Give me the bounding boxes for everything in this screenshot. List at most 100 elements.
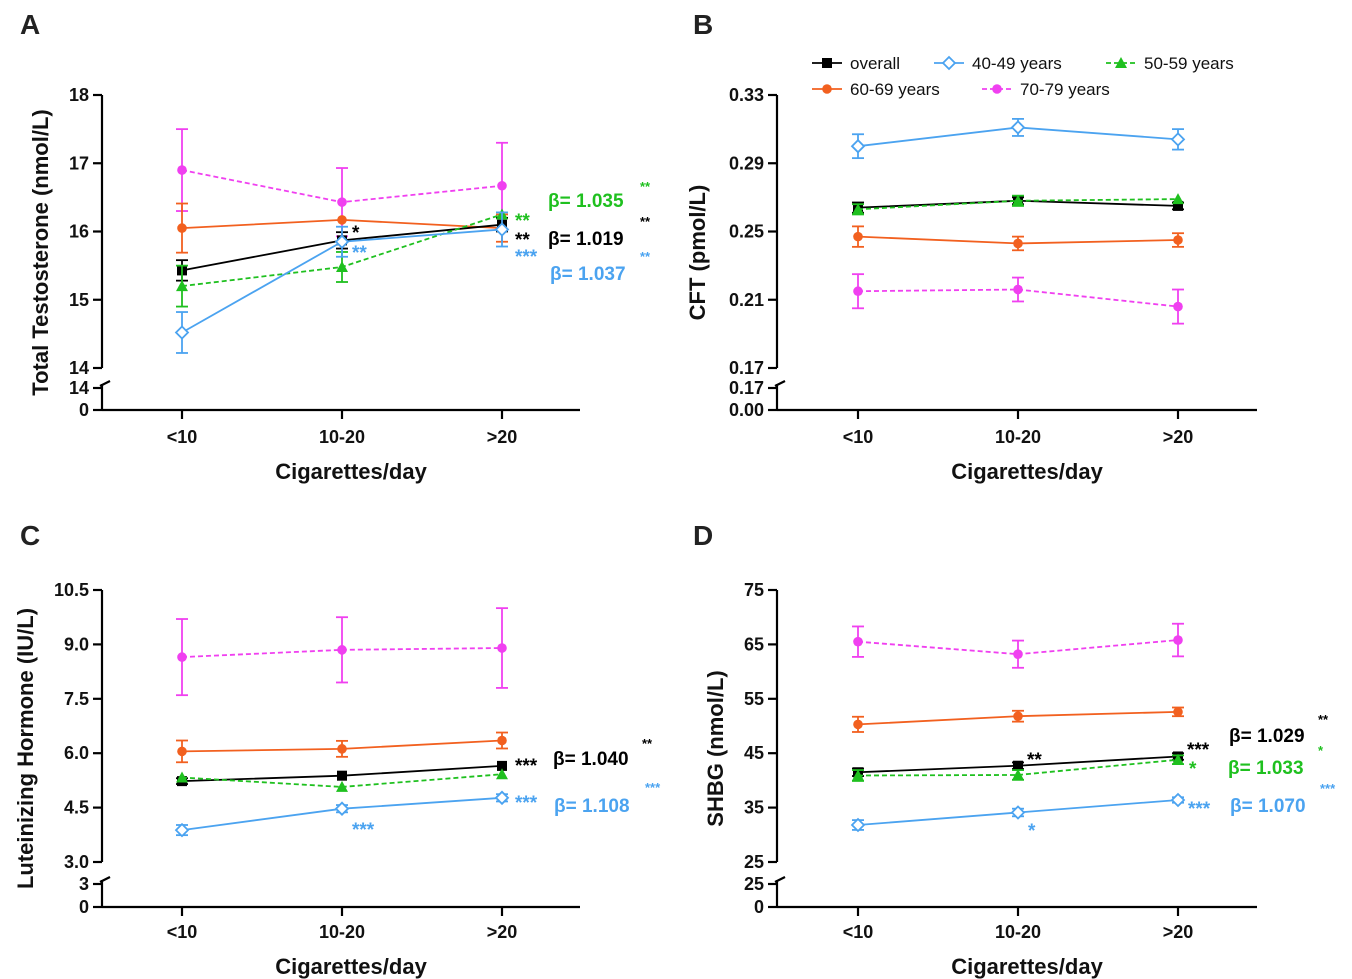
significance-stars: ** — [515, 211, 530, 232]
beta-label: β= 1.037 — [550, 264, 626, 285]
series-age_70_79 — [852, 273, 1184, 325]
data-point — [177, 223, 187, 233]
y-tick-label: 9.0 — [64, 634, 89, 654]
data-point — [853, 719, 863, 730]
series-age_40_49 — [850, 792, 1186, 833]
legend: overall 40-49 years 50-59 years 60-69 years… — [812, 54, 1234, 99]
series-age_40_49 — [174, 790, 510, 838]
data-point — [494, 222, 510, 237]
data-point — [1173, 707, 1183, 717]
y-tick-label: 0.17 — [729, 358, 764, 378]
axes — [774, 590, 1257, 909]
axis-break-mark — [774, 380, 786, 387]
significance-stars: * — [1189, 759, 1197, 780]
legend-item-age_70_79: 70-79 years — [982, 80, 1110, 99]
data-point — [1170, 792, 1186, 808]
beta-label: β= 1.035 — [548, 191, 624, 212]
data-point — [1173, 635, 1183, 645]
significance-stars: *** — [515, 793, 538, 814]
data-point — [850, 817, 866, 833]
y-tick-label: 25 — [744, 852, 764, 872]
panel-letter: C — [20, 520, 40, 551]
data-point — [497, 643, 507, 653]
data-point — [337, 744, 347, 754]
legend-label: 40-49 years — [972, 54, 1062, 73]
significance-stars: *** — [515, 756, 538, 777]
legend-marker — [941, 55, 957, 71]
data-point — [496, 768, 508, 780]
y-tick-label: 0.29 — [729, 153, 764, 173]
series-age_40_49 — [850, 117, 1186, 160]
panel-letter: D — [693, 520, 713, 551]
data-point — [337, 770, 347, 781]
beta-label: β= 1.033 — [1228, 758, 1304, 779]
data-point — [1013, 760, 1023, 771]
data-point — [1013, 711, 1023, 722]
y-tick-label: 0.21 — [729, 290, 764, 310]
x-tick-label: 10-20 — [995, 427, 1041, 447]
significance-stars: ** — [515, 230, 530, 251]
series-age_40_49 — [174, 211, 510, 354]
y-tick-label: 3.0 — [64, 852, 89, 872]
axes — [774, 95, 1257, 412]
beta-significance: *** — [645, 780, 661, 795]
beta-significance: ** — [640, 179, 651, 194]
x-axis-title: Cigarettes/day — [275, 954, 427, 979]
data-point — [334, 234, 350, 250]
data-point — [336, 260, 348, 272]
x-axis-title: Cigarettes/day — [951, 459, 1103, 484]
legend-label: 50-59 years — [1144, 54, 1234, 73]
data-point — [852, 769, 864, 781]
y-break-tick-label: 25 — [744, 874, 764, 894]
axis-break-mark — [774, 876, 786, 883]
data-point — [177, 652, 187, 662]
significance-stars: *** — [515, 247, 538, 268]
y-axis-title: CFT (pmol/L) — [685, 185, 710, 321]
x-tick-label: >20 — [1163, 427, 1194, 447]
beta-label: β= 1.019 — [548, 229, 624, 250]
x-tick-label: <10 — [843, 427, 874, 447]
data-point — [1173, 235, 1183, 245]
beta-significance: ** — [640, 214, 651, 229]
y-tick-label: 16 — [69, 222, 89, 242]
series-age_70_79 — [852, 622, 1184, 669]
data-point — [1172, 193, 1184, 205]
data-point — [497, 180, 507, 191]
data-point — [1170, 132, 1186, 147]
panel-letter: A — [20, 9, 40, 40]
x-axis-title: Cigarettes/day — [951, 954, 1103, 979]
series-age_50_59 — [176, 768, 508, 792]
series-age_70_79 — [176, 607, 508, 697]
significance-stars: *** — [1187, 740, 1210, 761]
data-point — [853, 636, 863, 647]
y-tick-label: 0.25 — [729, 222, 764, 242]
x-tick-label: 10-20 — [319, 427, 365, 447]
x-tick-label: 10-20 — [995, 922, 1041, 942]
y-break-tick-label: 0.00 — [729, 400, 764, 420]
y-break-tick-label: 3 — [79, 874, 89, 894]
data-point — [853, 286, 863, 297]
x-tick-label: <10 — [843, 922, 874, 942]
panel-b: B0.170.210.250.290.330.170.00<10 10-20 >20… — [685, 9, 1257, 484]
data-point — [497, 735, 507, 746]
beta-label: β= 1.040 — [553, 749, 629, 770]
legend-item-age_60_69: 60-69 years — [812, 80, 940, 99]
y-break-tick-label: 0.17 — [729, 378, 764, 398]
y-axis-title: Luteinizing Hormone (IU/L) — [13, 608, 38, 889]
x-tick-label: 10-20 — [319, 922, 365, 942]
y-tick-label: 65 — [744, 634, 764, 654]
y-tick-label: 15 — [69, 290, 89, 310]
data-point — [1013, 284, 1023, 295]
y-tick-label: 6.0 — [64, 743, 89, 763]
y-axis-title: Total Testosterone (nmol/L) — [28, 109, 53, 395]
y-tick-label: 18 — [69, 85, 89, 105]
data-point — [1173, 301, 1183, 312]
x-tick-label: <10 — [167, 922, 198, 942]
data-point — [334, 801, 350, 816]
data-point — [852, 203, 864, 215]
axis-break-mark — [99, 380, 111, 387]
significance-stars: * — [352, 223, 360, 244]
beta-label: β= 1.108 — [554, 796, 630, 817]
